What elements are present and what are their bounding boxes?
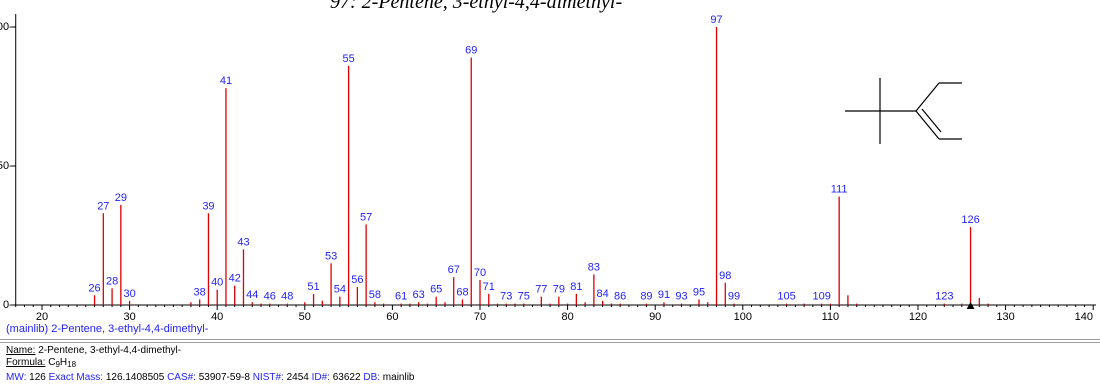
name-label[interactable]: Name:: [6, 345, 36, 356]
peak-label-56: 56: [351, 274, 363, 286]
nist-label: NIST#:: [252, 372, 284, 383]
peak-label-109: 109: [812, 291, 830, 303]
peak-label-71: 71: [483, 281, 495, 293]
divider: [0, 339, 1100, 340]
peak-label-95: 95: [693, 286, 705, 298]
db-label: DB:: [363, 372, 381, 383]
peak-label-43: 43: [237, 236, 249, 248]
x-tick-label: 20: [36, 311, 48, 323]
peak-label-41: 41: [220, 75, 232, 87]
formula-value: C9H18: [48, 357, 77, 369]
peak-bars: [93, 27, 989, 305]
mw-label: MW:: [6, 372, 27, 383]
peak-label-63: 63: [413, 289, 425, 301]
peak-label-97: 97: [710, 14, 722, 26]
peak-labels: 26 27 28 29 30 38 39 40 41 42 43 44 46 48 51 53 54 55 56 57…: [88, 14, 979, 303]
peak-label-38: 38: [194, 286, 206, 298]
peak-label-99: 99: [728, 291, 740, 303]
x-tick-label: 30: [123, 311, 135, 323]
peak-label-83: 83: [588, 261, 600, 273]
peak-label-69: 69: [465, 45, 477, 57]
peak-label-65: 65: [430, 284, 442, 296]
id-label: ID#:: [311, 372, 330, 383]
peak-label-40: 40: [211, 277, 223, 289]
chemical-structure-icon: [845, 78, 962, 144]
y-tick-label: 0-: [3, 299, 13, 311]
peak-label-58: 58: [369, 289, 381, 301]
peak-label-79: 79: [553, 284, 565, 296]
peak-label-111: 111: [831, 184, 848, 196]
peak-label-30: 30: [123, 288, 135, 300]
formula-label[interactable]: Formula:: [6, 357, 46, 368]
peak-label-55: 55: [342, 53, 354, 65]
peak-label-93: 93: [675, 291, 687, 303]
peak-label-26: 26: [88, 282, 100, 294]
db-value: mainlib: [382, 372, 415, 383]
peak-label-70: 70: [474, 267, 486, 279]
x-tick-label: 140: [1075, 311, 1093, 323]
peak-label-46: 46: [264, 291, 276, 303]
x-tick-label: 110: [822, 311, 840, 323]
y-tick-label: 100-: [0, 21, 13, 33]
x-tick-label: 100: [734, 311, 752, 323]
x-tick-label: 70: [474, 311, 486, 323]
peak-label-57: 57: [360, 211, 372, 223]
formula-c: C: [48, 357, 56, 368]
divider: [0, 342, 1100, 343]
formula-sub-c: 9: [55, 360, 60, 369]
peak-label-28: 28: [106, 275, 118, 287]
formula-h: H: [59, 357, 68, 368]
peak-label-86: 86: [614, 291, 626, 303]
peak-label-84: 84: [597, 288, 609, 300]
y-axis: 0- 50- 100-: [0, 14, 17, 311]
y-tick-label: 50-: [0, 160, 13, 172]
peak-label-123: 123: [935, 291, 953, 303]
x-tick-label: 50: [299, 311, 311, 323]
x-tick-label: 80: [561, 311, 573, 323]
spectrum-title: 97: 2-Pentene, 3-ethyl-4,4-dimethyl-: [330, 0, 623, 13]
molecular-ion-marker-icon: [966, 302, 975, 309]
peak-label-48: 48: [281, 291, 293, 303]
peak-label-51: 51: [307, 281, 319, 293]
peak-label-27: 27: [97, 200, 109, 212]
peak-label-98: 98: [719, 270, 731, 282]
x-tick-label: 130: [996, 311, 1014, 323]
peak-label-54: 54: [334, 284, 346, 296]
peak-label-39: 39: [202, 200, 214, 212]
mw-value: 126: [29, 372, 46, 383]
metadata-line: MW: 126 Exact Mass: 126.1408505 CAS#: 53…: [6, 372, 414, 383]
x-tick-label: 40: [211, 311, 223, 323]
peak-label-89: 89: [640, 291, 652, 303]
x-tick-label: 60: [386, 311, 398, 323]
cas-label: CAS#:: [167, 372, 196, 383]
peak-label-105: 105: [777, 291, 795, 303]
formula-sub-h: 18: [67, 360, 77, 369]
compound-name: 2-Pentene, 3-ethyl-4,4-dimethyl-: [38, 345, 182, 356]
x-tick-label: 90: [649, 311, 661, 323]
peak-label-77: 77: [535, 284, 547, 296]
library-caption: (mainlib) 2-Pentene, 3-ethyl-4,4-dimethy…: [6, 323, 209, 335]
peak-label-29: 29: [115, 192, 127, 204]
peak-label-91: 91: [658, 289, 670, 301]
formula-line: Formula: C9H18: [6, 357, 76, 369]
peak-label-68: 68: [456, 286, 468, 298]
peak-label-44: 44: [246, 289, 258, 301]
peak-label-42: 42: [229, 273, 241, 285]
peak-label-75: 75: [518, 291, 530, 303]
x-axis: 20 30 40 50 60 70 80 90 100 110 120 130 140: [15, 304, 1096, 323]
peak-label-73: 73: [500, 291, 512, 303]
peak-label-67: 67: [448, 264, 460, 276]
exact-mass-value: 126.1408505: [105, 372, 165, 383]
id-value: 63622: [332, 372, 361, 383]
exact-mass-label: Exact Mass:: [48, 372, 104, 383]
x-tick-label: 120: [909, 311, 927, 323]
peak-label-53: 53: [325, 250, 337, 262]
peak-label-81: 81: [570, 281, 582, 293]
compound-name-line: Name: 2-Pentene, 3-ethyl-4,4-dimethyl-: [6, 345, 181, 356]
cas-value: 53907-59-8: [198, 372, 250, 383]
nist-value: 2454: [286, 372, 309, 383]
peak-label-126: 126: [961, 214, 979, 226]
peak-label-61: 61: [395, 291, 407, 303]
